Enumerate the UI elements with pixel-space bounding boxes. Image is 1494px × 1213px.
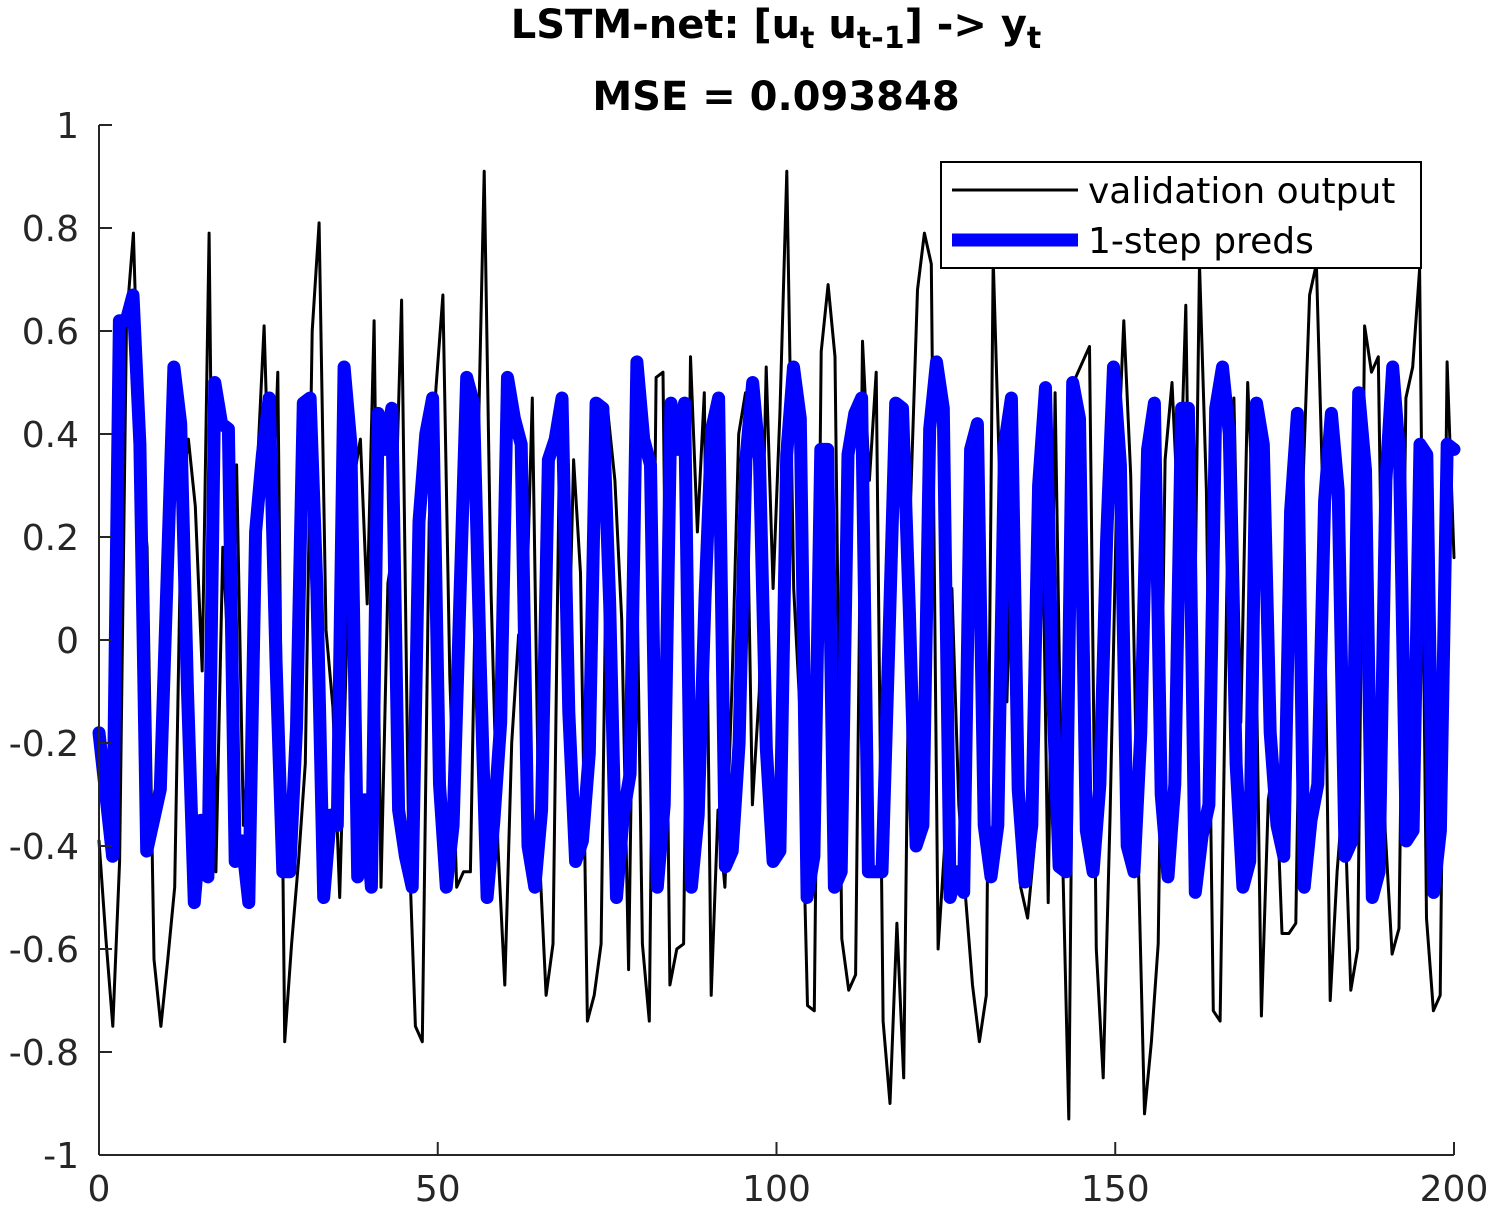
title-main: LSTM-net: [u — [511, 2, 800, 48]
legend: validation output 1-step preds — [940, 161, 1422, 269]
y-tick-label: -0.8 — [9, 1033, 79, 1074]
y-tick-label: -0.6 — [9, 930, 79, 971]
x-tick-label: 0 — [88, 1169, 111, 1210]
y-tick-label: 0 — [56, 621, 79, 662]
y-tick-label: -0.2 — [9, 724, 79, 765]
title-mid: u — [815, 2, 857, 48]
chart-title: LSTM-net: [ut ut-1] -> yt — [511, 2, 1042, 56]
legend-label-preds: 1-step preds — [1088, 221, 1314, 262]
x-tick-label: 100 — [742, 1169, 811, 1210]
title-end: ] -> y — [905, 2, 1027, 48]
title-sub-t: t — [800, 21, 814, 56]
chart-subtitle: MSE = 0.093848 — [592, 74, 959, 120]
x-tick-label: 150 — [1081, 1169, 1150, 1210]
title-sub-t1: t-1 — [857, 21, 905, 56]
series-1-step-preds-line — [92, 288, 1461, 910]
title-sub-y: t — [1027, 21, 1041, 56]
y-tick-label: -1 — [43, 1136, 79, 1177]
y-tick-label: 0.2 — [22, 518, 79, 559]
legend-label-validation: validation output — [1088, 171, 1395, 212]
y-tick-label: 1 — [56, 106, 79, 147]
x-tick-label: 50 — [415, 1169, 461, 1210]
ticks-layer: -1 -0.8 -0.6 -0.4 -0.2 0 0.2 0.4 0.6 0.8 1 0 50 100 15… — [9, 106, 1489, 1210]
y-tick-label: 0.4 — [22, 415, 79, 456]
x-tick-label: 200 — [1420, 1169, 1489, 1210]
y-tick-label: 0.8 — [22, 209, 79, 250]
y-tick-label: 0.6 — [22, 312, 79, 353]
legend-box — [940, 161, 1422, 269]
series-layer — [92, 169, 1461, 1121]
y-tick-label: -0.4 — [9, 827, 79, 868]
